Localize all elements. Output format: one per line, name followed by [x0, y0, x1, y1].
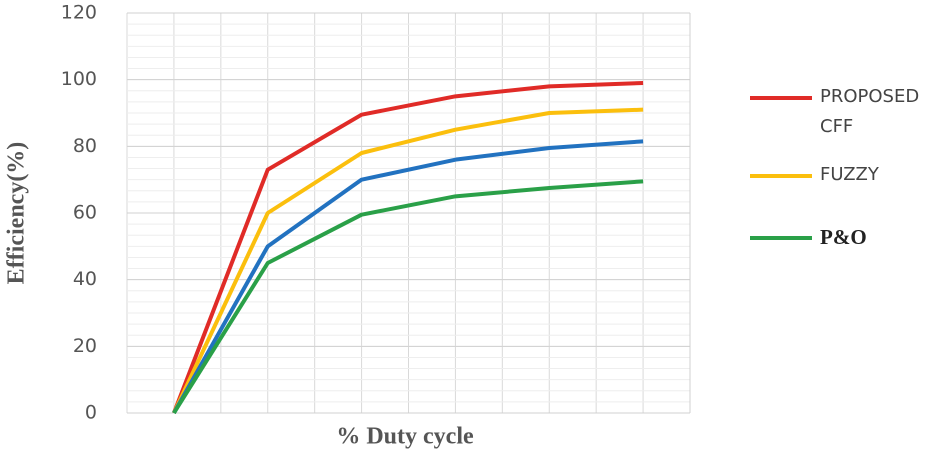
y-tick-label: 80 — [73, 135, 97, 157]
legend-swatch — [750, 236, 812, 240]
y-tick-label: 100 — [61, 68, 97, 90]
series-line — [172, 139, 644, 414]
legend-item: P&O — [750, 222, 950, 284]
y-tick-label: 40 — [73, 268, 97, 290]
series-line — [172, 107, 644, 414]
x-axis-title: % Duty cycle — [336, 424, 474, 450]
legend-swatch — [750, 96, 812, 100]
y-tick-label: 0 — [85, 402, 97, 424]
legend-item: PROPOSED CFF — [750, 82, 950, 160]
legend-label: P&O — [820, 225, 867, 249]
series-line — [172, 179, 644, 415]
legend: PROPOSED CFF FUZZY P&O — [750, 82, 950, 284]
y-tick-label: 60 — [73, 202, 97, 224]
y-tick-label: 20 — [73, 335, 97, 357]
legend-label: PROPOSED CFF — [820, 86, 920, 137]
legend-item: FUZZY — [750, 160, 950, 222]
y-tick-label: 120 — [61, 2, 97, 24]
y-axis-title: Efficiency(%) — [4, 142, 30, 285]
series-line — [172, 81, 644, 414]
legend-swatch — [750, 174, 812, 178]
legend-label: FUZZY — [820, 164, 879, 185]
